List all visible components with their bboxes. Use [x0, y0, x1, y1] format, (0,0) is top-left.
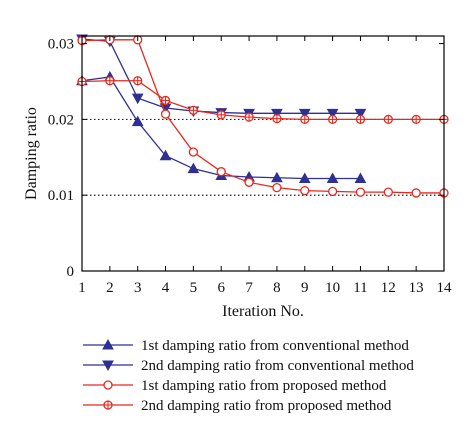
series-2-point [326, 108, 339, 120]
legend: 1st damping ratio from conventional meth… [83, 338, 414, 414]
legend-entry-4: 2nd damping ratio from proposed method [83, 398, 392, 414]
x-tick-label: 14 [437, 280, 453, 296]
legend-entry-3: 1st damping ratio from proposed method [83, 378, 387, 394]
legend-label: 1st damping ratio from proposed method [141, 378, 387, 394]
x-tick-label: 12 [381, 280, 396, 296]
series-4 [77, 76, 449, 125]
series-2-point [354, 108, 367, 120]
series-3-point [355, 187, 366, 197]
series-3-point [411, 188, 421, 198]
x-tick-label: 6 [217, 280, 225, 296]
series-4-point [411, 114, 421, 125]
plot-frame [81, 35, 445, 272]
y-axis-title: Damping ratio [23, 107, 40, 200]
series-3-point [327, 186, 338, 197]
series-2-point [131, 93, 144, 105]
series-4-point [383, 114, 393, 125]
legend-marker [102, 338, 114, 350]
series-4-point [216, 110, 226, 120]
y-tick-label: 0.03 [48, 37, 74, 53]
legend-label: 1st damping ratio from conventional meth… [141, 338, 409, 354]
x-tick-label: 4 [162, 280, 170, 296]
series-4-point [188, 105, 199, 115]
plot-series [76, 34, 449, 198]
series-3 [77, 35, 449, 198]
series-4-point [105, 76, 115, 86]
series-1 [76, 70, 367, 184]
x-tick-label: 9 [301, 280, 309, 296]
series-3-point [216, 167, 226, 177]
series-3-point [272, 182, 282, 193]
series-2-point [271, 108, 283, 120]
series-3-point [244, 177, 254, 187]
x-tick-label: 8 [273, 280, 281, 296]
series-1-point [354, 172, 367, 184]
series-4-point [272, 113, 282, 124]
x-tick-label: 11 [353, 280, 367, 296]
series-1-point [271, 171, 283, 183]
legend-marker [103, 400, 113, 410]
series-3-point [383, 187, 393, 197]
x-tick-label: 10 [325, 280, 340, 296]
series-4-point [160, 95, 171, 106]
series-4-point [133, 76, 143, 86]
legend-marker [102, 360, 114, 372]
x-tick-label: 5 [190, 280, 198, 296]
series-2-point [298, 108, 311, 120]
x-tick-label: 3 [134, 280, 142, 296]
x-tick-label: 2 [106, 280, 114, 296]
series-4-point [327, 114, 338, 125]
x-tick-label: 1 [78, 280, 86, 296]
legend-label: 2nd damping ratio from conventional meth… [141, 358, 414, 374]
series-1-point [187, 162, 200, 174]
y-tick-label: 0 [67, 264, 75, 280]
series-1-line [81, 76, 361, 180]
series-3-point [300, 185, 310, 196]
legend-entry-2: 2nd damping ratio from conventional meth… [83, 358, 414, 374]
series-4-point [300, 114, 310, 125]
series-3-point [188, 147, 199, 157]
x-tick-label: 7 [245, 280, 253, 296]
series-4-point [244, 112, 254, 122]
series-2 [76, 34, 367, 120]
reference-lines [82, 118, 444, 196]
series-1-point [159, 149, 172, 161]
legend-marker [103, 380, 113, 390]
series-1-point [326, 172, 339, 184]
x-axis-title: Iteration No. [222, 303, 304, 320]
series-1-point [131, 115, 144, 127]
series-2-line [81, 38, 361, 114]
legend-entry-1: 1st damping ratio from conventional meth… [83, 338, 409, 354]
x-tick-label: 13 [409, 280, 424, 296]
series-3-point [160, 109, 171, 119]
legend-label: 2nd damping ratio from proposed method [141, 398, 392, 414]
series-1-point [298, 172, 311, 184]
y-tick-label: 0.02 [48, 112, 74, 128]
y-tick-label: 0.01 [48, 188, 74, 204]
series-4-point [355, 114, 366, 125]
